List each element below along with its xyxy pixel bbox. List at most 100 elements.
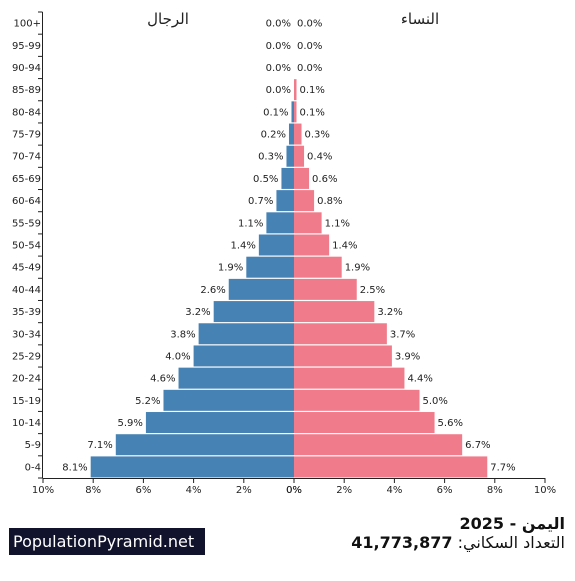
female-bar-85-89 bbox=[294, 79, 297, 101]
x-tick-label-right: 8% bbox=[487, 485, 503, 496]
male-value-label: 4.6% bbox=[150, 374, 175, 385]
female-value-label: 3.9% bbox=[395, 351, 420, 362]
female-value-label: 0.0% bbox=[297, 19, 322, 30]
age-group-label: 60-64 bbox=[12, 196, 41, 207]
female-value-label: 1.9% bbox=[345, 263, 370, 274]
male-value-label: 0.7% bbox=[248, 196, 273, 207]
female-bar-60-64 bbox=[294, 190, 315, 212]
country-year-title: اليمن - 2025 bbox=[459, 514, 565, 533]
male-value-label: 3.2% bbox=[185, 307, 210, 318]
age-group-label: 45-49 bbox=[12, 263, 41, 274]
x-tick-label-right: 0% bbox=[286, 485, 302, 496]
male-value-label: 1.4% bbox=[230, 241, 255, 252]
male-value-label: 0.1% bbox=[263, 107, 288, 118]
age-group-label: 20-24 bbox=[12, 374, 41, 385]
male-bar-20-24 bbox=[178, 367, 294, 389]
female-value-label: 0.6% bbox=[312, 174, 337, 185]
male-value-label: 1.9% bbox=[218, 263, 243, 274]
age-group-label: 5-9 bbox=[25, 440, 41, 451]
population-label: التعداد السكاني: bbox=[457, 533, 565, 552]
male-bar-30-34 bbox=[198, 323, 294, 345]
male-value-label: 5.2% bbox=[135, 396, 160, 407]
female-bar-75-79 bbox=[294, 123, 302, 145]
age-group-label: 10-14 bbox=[12, 418, 41, 429]
female-value-label: 3.7% bbox=[390, 329, 415, 340]
male-value-label: 0.0% bbox=[266, 41, 291, 52]
male-value-label: 7.1% bbox=[87, 440, 112, 451]
female-bar-40-44 bbox=[294, 278, 357, 300]
x-tick-label-left: 6% bbox=[135, 485, 151, 496]
male-bar-35-39 bbox=[213, 301, 294, 323]
female-value-label: 5.6% bbox=[438, 418, 463, 429]
male-bar-75-79 bbox=[288, 123, 294, 145]
female-value-label: 1.1% bbox=[325, 218, 350, 229]
female-bar-45-49 bbox=[294, 256, 342, 278]
male-value-label: 0.0% bbox=[266, 85, 291, 96]
female-value-label: 0.0% bbox=[297, 41, 322, 52]
age-group-label: 30-34 bbox=[12, 329, 41, 340]
male-value-label: 0.0% bbox=[266, 19, 291, 30]
male-bar-15-19 bbox=[163, 389, 294, 411]
female-value-label: 3.2% bbox=[377, 307, 402, 318]
male-bar-40-44 bbox=[228, 278, 294, 300]
age-group-label: 35-39 bbox=[12, 307, 41, 318]
brand-logo[interactable]: PopulationPyramid.net bbox=[9, 528, 205, 555]
female-value-label: 7.7% bbox=[490, 462, 515, 473]
age-group-label: 0-4 bbox=[25, 462, 41, 473]
female-bar-55-59 bbox=[294, 212, 322, 234]
male-value-label: 5.9% bbox=[118, 418, 143, 429]
age-group-label: 25-29 bbox=[12, 351, 41, 362]
female-bar-15-19 bbox=[294, 389, 420, 411]
male-value-label: 0.5% bbox=[253, 174, 278, 185]
male-series-title: الرجال bbox=[147, 10, 189, 28]
age-group-label: 55-59 bbox=[12, 218, 41, 229]
female-bar-10-14 bbox=[294, 412, 435, 434]
female-value-label: 2.5% bbox=[360, 285, 385, 296]
female-bar-0-4 bbox=[294, 456, 488, 478]
age-group-label: 70-74 bbox=[12, 152, 41, 163]
male-value-label: 0.3% bbox=[258, 152, 283, 163]
female-bar-70-74 bbox=[294, 145, 305, 167]
male-bar-45-49 bbox=[246, 256, 294, 278]
male-bar-25-29 bbox=[193, 345, 294, 367]
x-tick-label-right: 10% bbox=[534, 485, 556, 496]
male-bar-5-9 bbox=[115, 434, 294, 456]
female-value-label: 6.7% bbox=[465, 440, 490, 451]
female-bar-25-29 bbox=[294, 345, 392, 367]
male-bar-70-74 bbox=[286, 145, 294, 167]
female-bar-65-69 bbox=[294, 167, 310, 189]
male-bar-10-14 bbox=[145, 412, 294, 434]
male-bar-55-59 bbox=[266, 212, 294, 234]
female-value-label: 0.3% bbox=[305, 130, 330, 141]
age-group-label: 80-84 bbox=[12, 107, 41, 118]
age-group-label: 15-19 bbox=[12, 396, 41, 407]
x-tick-label-left: 0% bbox=[286, 485, 302, 496]
male-bar-0-4 bbox=[90, 456, 294, 478]
male-value-label: 4.0% bbox=[165, 351, 190, 362]
x-tick-label-left: 8% bbox=[85, 485, 101, 496]
male-bar-50-54 bbox=[258, 234, 294, 256]
age-group-label: 85-89 bbox=[12, 85, 41, 96]
x-tick-label-left: 2% bbox=[236, 485, 252, 496]
age-group-label: 50-54 bbox=[12, 241, 41, 252]
male-bar-60-64 bbox=[276, 190, 294, 212]
x-tick-label-right: 4% bbox=[386, 485, 402, 496]
male-bar-80-84 bbox=[291, 101, 294, 123]
age-group-label: 95-99 bbox=[12, 41, 41, 52]
male-value-label: 0.2% bbox=[261, 130, 286, 141]
female-bar-5-9 bbox=[294, 434, 463, 456]
male-value-label: 2.6% bbox=[200, 285, 225, 296]
female-value-label: 0.4% bbox=[307, 152, 332, 163]
female-value-label: 1.4% bbox=[332, 241, 357, 252]
female-value-label: 0.8% bbox=[317, 196, 342, 207]
x-tick-label-left: 10% bbox=[32, 485, 54, 496]
age-group-label: 100+ bbox=[14, 19, 41, 30]
age-group-label: 65-69 bbox=[12, 174, 41, 185]
female-bar-20-24 bbox=[294, 367, 405, 389]
population-total: التعداد السكاني: 41,773,877 bbox=[351, 533, 565, 552]
female-value-label: 0.0% bbox=[297, 63, 322, 74]
x-tick-label-right: 2% bbox=[336, 485, 352, 496]
age-group-label: 90-94 bbox=[12, 63, 41, 74]
female-value-label: 0.1% bbox=[300, 85, 325, 96]
